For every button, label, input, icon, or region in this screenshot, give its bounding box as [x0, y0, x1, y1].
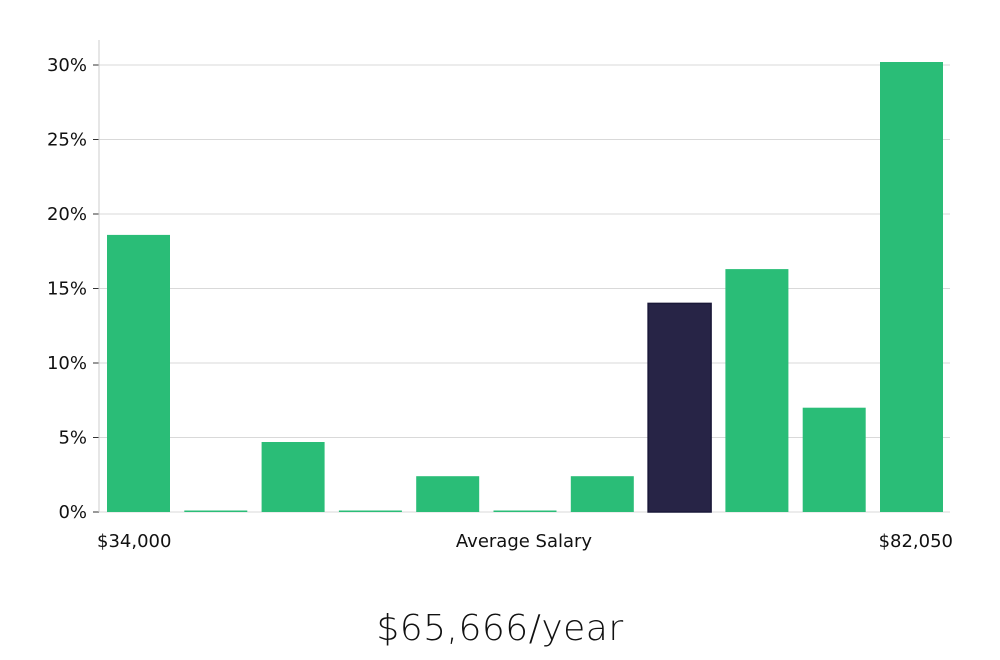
bar [880, 62, 943, 512]
y-tick-label: 10% [47, 353, 87, 374]
y-tick-label: 15% [47, 279, 87, 300]
gridlines [99, 64, 950, 513]
bar [802, 407, 866, 512]
y-tick-labels: 0% 5% 10% 15% 20% 25% 30% [47, 55, 99, 523]
y-tick-label: 5% [58, 428, 87, 449]
bar [261, 442, 325, 512]
bar [416, 476, 480, 512]
y-tick-label: 25% [47, 130, 87, 151]
bar [338, 510, 402, 512]
bar [493, 510, 557, 512]
bar [570, 476, 634, 512]
bar [184, 510, 248, 512]
bars [107, 62, 943, 513]
y-tick-label: 30% [47, 55, 87, 76]
bar [107, 234, 170, 512]
salary-distribution-chart: 0% 5% 10% 15% 20% 25% 30% $34,000 Average Sala… [47, 40, 953, 552]
x-max-label: $82,050 [879, 531, 953, 552]
y-tick-label: 20% [47, 204, 87, 225]
x-axis-title: Average Salary [456, 531, 593, 552]
x-min-label: $34,000 [97, 531, 171, 552]
y-tick-label: 0% [58, 502, 87, 523]
bar [725, 269, 789, 512]
bar-highlighted [647, 302, 712, 513]
average-salary-headline: $65,666/year [376, 608, 624, 649]
